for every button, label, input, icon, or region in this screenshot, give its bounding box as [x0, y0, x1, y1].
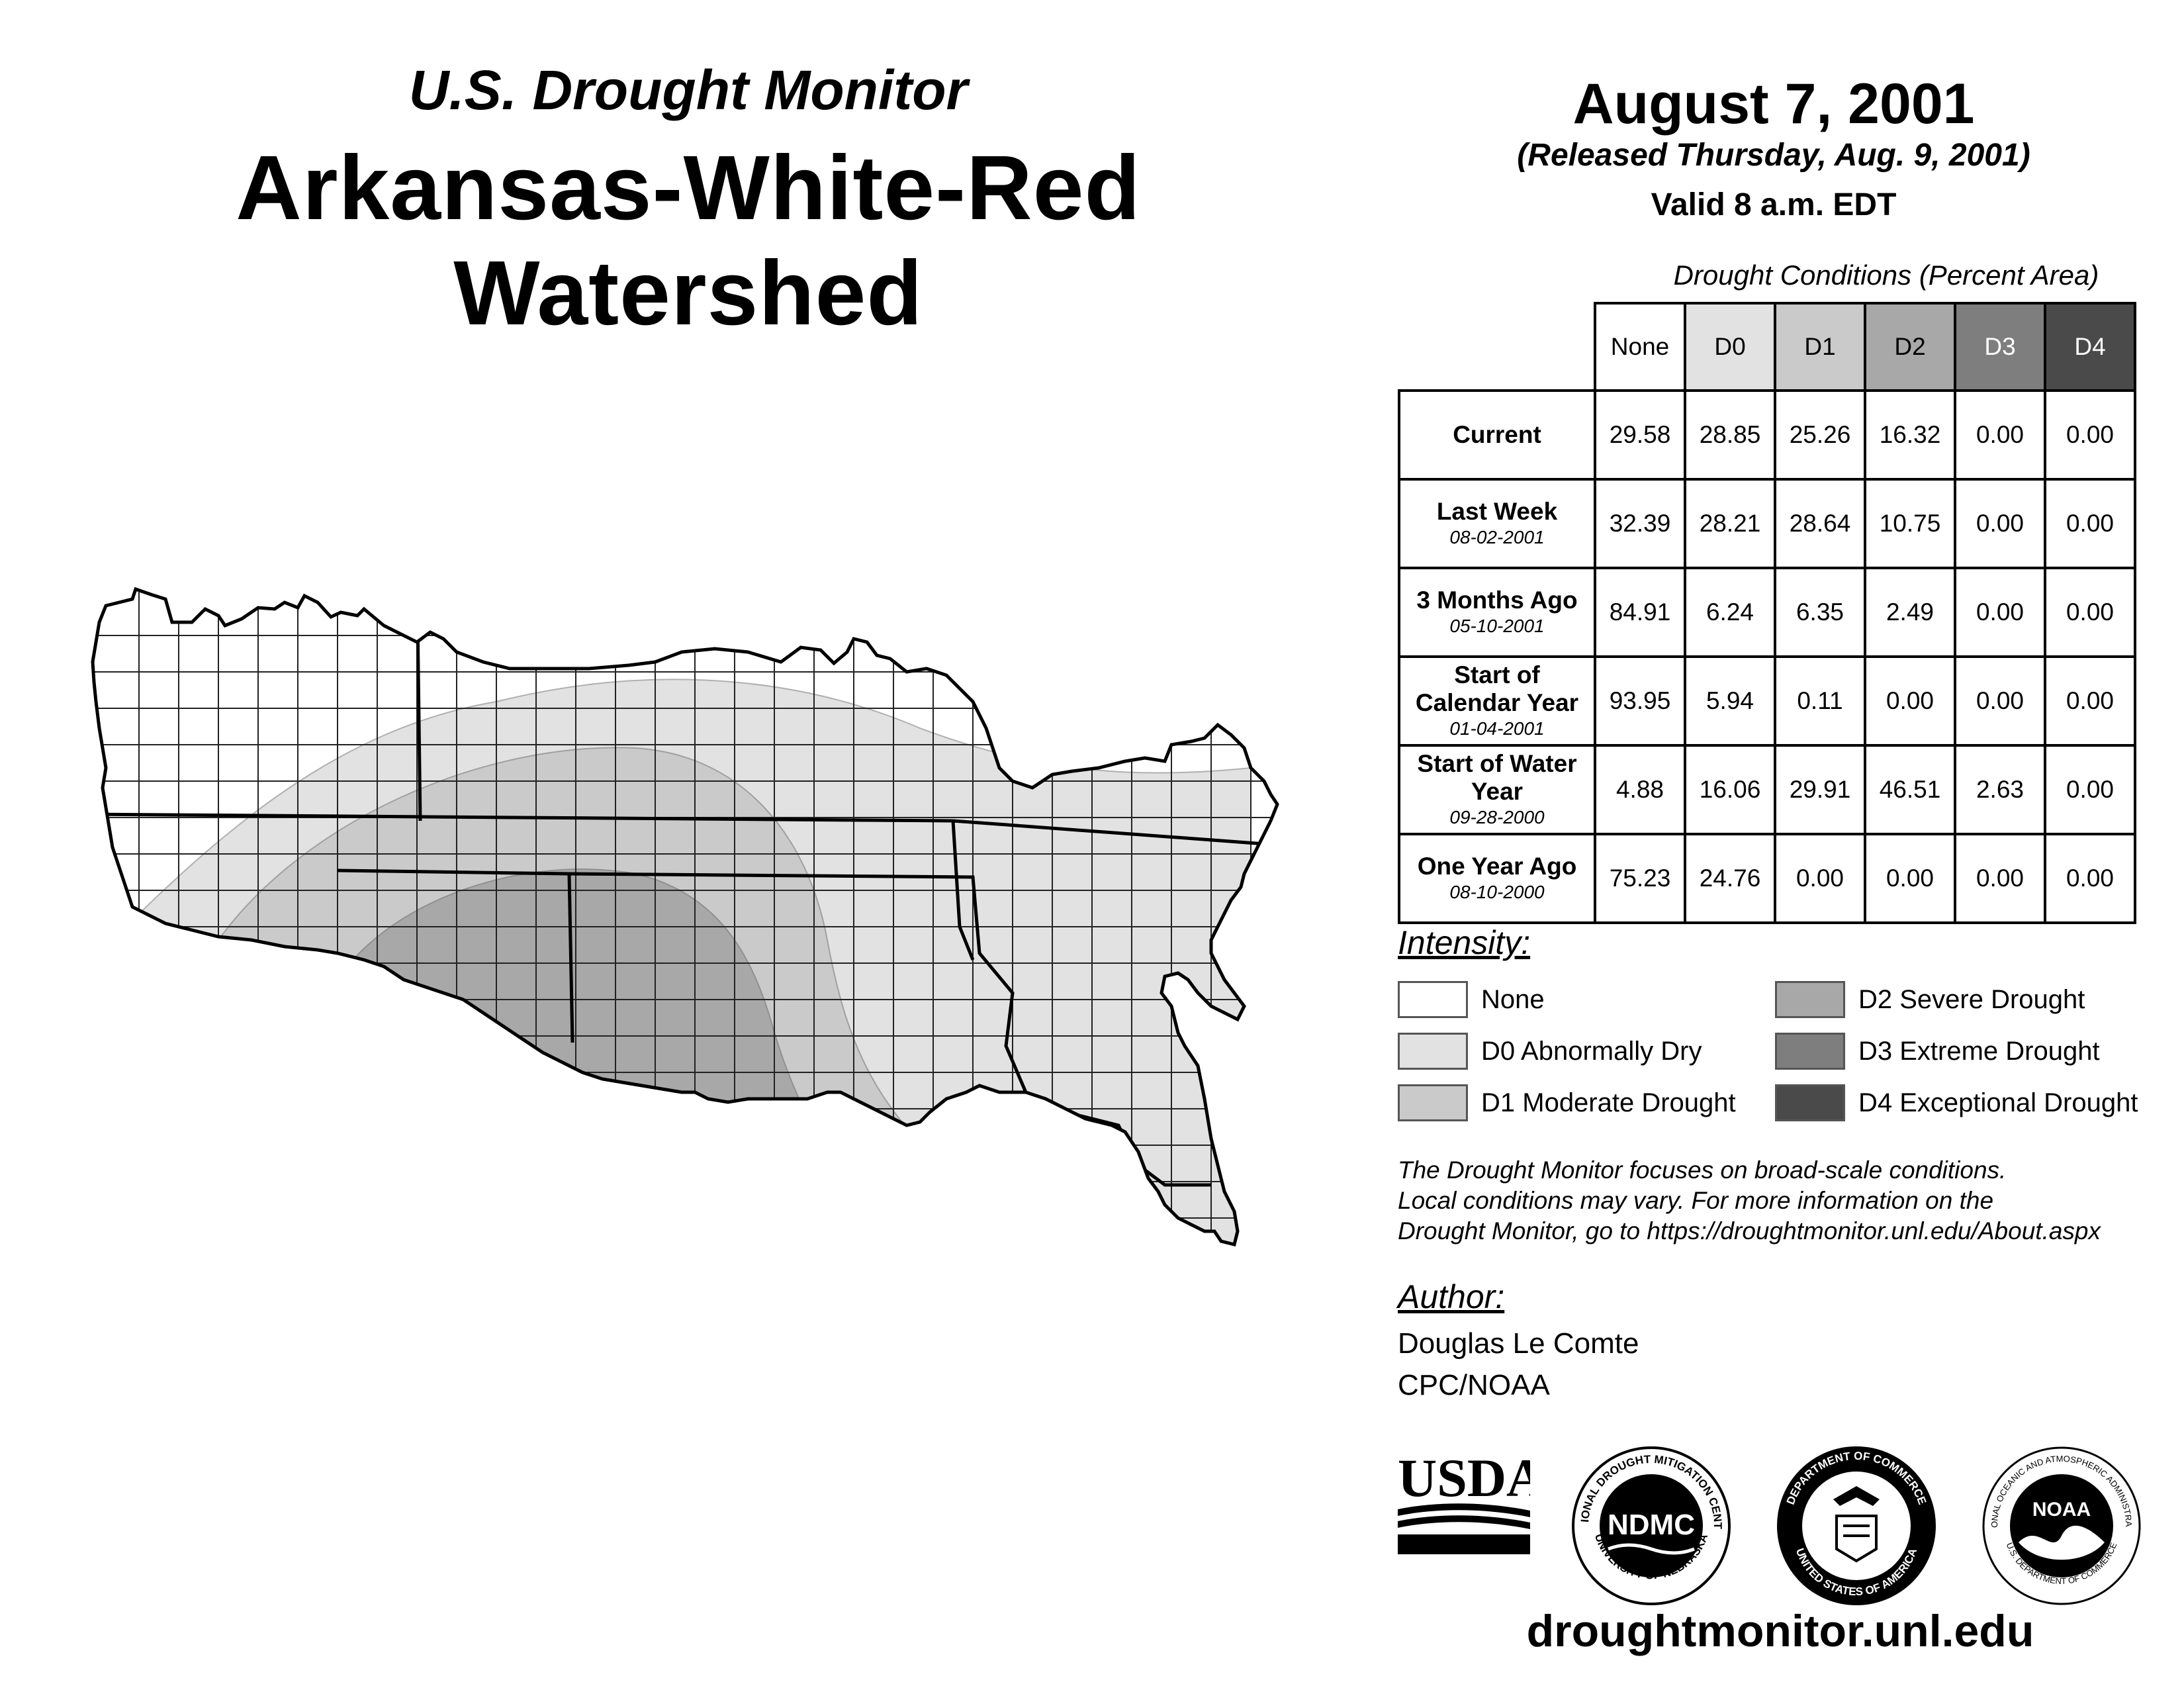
table-header-row: None D0 D1 D2 D3 D4 — [1399, 302, 2136, 392]
row-label: 3 Months Ago 05-10-2001 — [1398, 567, 1596, 658]
legend-swatch — [1775, 1033, 1845, 1070]
table-cell: 0.00 — [2044, 833, 2136, 924]
svg-text:NOAA: NOAA — [2032, 1499, 2091, 1521]
release-date: (Released Thursday, Aug. 9, 2001) — [1517, 138, 2030, 173]
table-cell: 0.00 — [1864, 655, 1956, 747]
table-cell: 93.95 — [1594, 655, 1686, 747]
svg-text:NDMC: NDMC — [1608, 1509, 1695, 1541]
table-cell: 28.21 — [1684, 478, 1776, 569]
row-date: 09-28-2000 — [1449, 807, 1545, 827]
table-row: 3 Months Ago 05-10-2001 84.91 6.24 6.35 2… — [1398, 567, 2136, 658]
table-cell: 0.00 — [2044, 478, 2136, 569]
table-cell: 16.06 — [1684, 744, 1776, 835]
row-date: 01-04-2001 — [1449, 718, 1545, 739]
table-cell: 2.49 — [1864, 567, 1956, 658]
table-cell: 16.32 — [1864, 389, 1956, 481]
disclaimer-note: The Drought Monitor focuses on broad-sca… — [1398, 1156, 2101, 1244]
table-cell: 29.91 — [1774, 744, 1866, 835]
author-name: Douglas Le Comte — [1398, 1327, 1639, 1360]
footer-url: droughtmonitor.unl.edu — [1526, 1606, 2034, 1656]
table-cell: 0.00 — [1954, 833, 2046, 924]
table-cell: 0.00 — [2044, 655, 2136, 747]
table-cell: 28.64 — [1774, 478, 1866, 569]
table-cell: 4.88 — [1594, 744, 1686, 835]
table-row: Start of Water Year 09-28-2000 4.88 16.06… — [1398, 744, 2136, 835]
map-title: Arkansas-White-Red Watershed — [236, 137, 1141, 344]
map-subtitle: U.S. Drought Monitor — [408, 59, 968, 121]
table-cell: 2.63 — [1954, 744, 2046, 835]
legend-swatch — [1398, 1084, 1468, 1121]
table-cell: 84.91 — [1594, 567, 1686, 658]
table-cell: 5.94 — [1684, 655, 1776, 747]
table-cell: 29.58 — [1594, 389, 1686, 481]
table-cell: 10.75 — [1864, 478, 1956, 569]
table-cell: 46.51 — [1864, 744, 1956, 835]
valid-time: Valid 8 a.m. EDT — [1651, 187, 1897, 222]
legend-swatch — [1775, 1084, 1845, 1121]
table-row: One Year Ago 08-10-2000 75.23 24.76 0.00 … — [1398, 833, 2136, 924]
legend-swatch — [1775, 981, 1845, 1018]
table-caption: Drought Conditions (Percent Area) — [1673, 259, 2099, 291]
drought-conditions-table: None D0 D1 D2 D3 D4 Current 29.58 28.85 … — [1398, 302, 2136, 924]
row-date: 05-10-2001 — [1449, 616, 1545, 636]
table-cell: 0.00 — [1864, 833, 1956, 924]
ndmc-logo: NATIONAL DROUGHT MITIGATION CENTER UNIVE… — [1569, 1443, 1731, 1605]
row-label: One Year Ago 08-10-2000 — [1398, 833, 1596, 924]
table-cell: 0.00 — [1774, 833, 1866, 924]
row-date: 08-02-2001 — [1449, 527, 1545, 547]
author-org: CPC/NOAA — [1398, 1369, 1550, 1401]
usda-logo: USDA — [1398, 1450, 1530, 1554]
legend-title: Intensity: — [1398, 924, 1531, 961]
table-cell: 75.23 — [1594, 833, 1686, 924]
row-label: Start of Water Year 09-28-2000 — [1398, 744, 1596, 835]
table-row: Current 29.58 28.85 25.26 16.32 0.00 0.0… — [1398, 389, 2136, 481]
table-cell: 6.35 — [1774, 567, 1866, 658]
table-cell: 0.00 — [1954, 478, 2046, 569]
table-cell: 32.39 — [1594, 478, 1686, 569]
table-cell: 0.00 — [2044, 389, 2136, 481]
table-cell: 6.24 — [1684, 567, 1776, 658]
col-header-none: None — [1594, 302, 1686, 392]
author-heading: Author: — [1398, 1278, 1505, 1315]
row-label: Last Week 08-02-2001 — [1398, 478, 1596, 569]
col-header-d2: D2 — [1864, 302, 1956, 392]
legend-swatch — [1398, 981, 1468, 1018]
table-cell: 0.00 — [1954, 389, 2046, 481]
table-cell: 24.76 — [1684, 833, 1776, 924]
legend-swatch — [1398, 1033, 1468, 1070]
watershed-outline — [91, 586, 1279, 1247]
table-cell: 0.11 — [1774, 655, 1866, 747]
col-header-d4: D4 — [2044, 302, 2136, 392]
table-row: Last Week 08-02-2001 32.39 28.21 28.64 10… — [1398, 478, 2136, 569]
map-date: August 7, 2001 — [1572, 72, 1975, 136]
col-header-d1: D1 — [1774, 302, 1866, 392]
col-header-d0: D0 — [1684, 302, 1776, 392]
table-row: Start of Calendar Year 01-04-2001 93.95 5… — [1398, 655, 2136, 747]
table-cell: 0.00 — [1954, 567, 2046, 658]
noaa-logo: NATIONAL OCEANIC AND ATMOSPHERIC ADMINIS… — [1979, 1443, 2141, 1605]
row-label: Current — [1398, 389, 1596, 481]
table-cell: 25.26 — [1774, 389, 1866, 481]
table-cell: 0.00 — [2044, 567, 2136, 658]
department-of-commerce-seal: DEPARTMENT OF COMMERCE UNITED STATES OF … — [1777, 1446, 1936, 1605]
row-date: 08-10-2000 — [1449, 882, 1545, 902]
svg-text:USDA: USDA — [1398, 1450, 1530, 1508]
watershed-map — [91, 586, 1279, 1247]
table-cell: 0.00 — [1954, 655, 2046, 747]
table-cell: 0.00 — [2044, 744, 2136, 835]
table-cell: 28.85 — [1684, 389, 1776, 481]
row-label: Start of Calendar Year 01-04-2001 — [1398, 655, 1596, 747]
col-header-d3: D3 — [1954, 302, 2046, 392]
